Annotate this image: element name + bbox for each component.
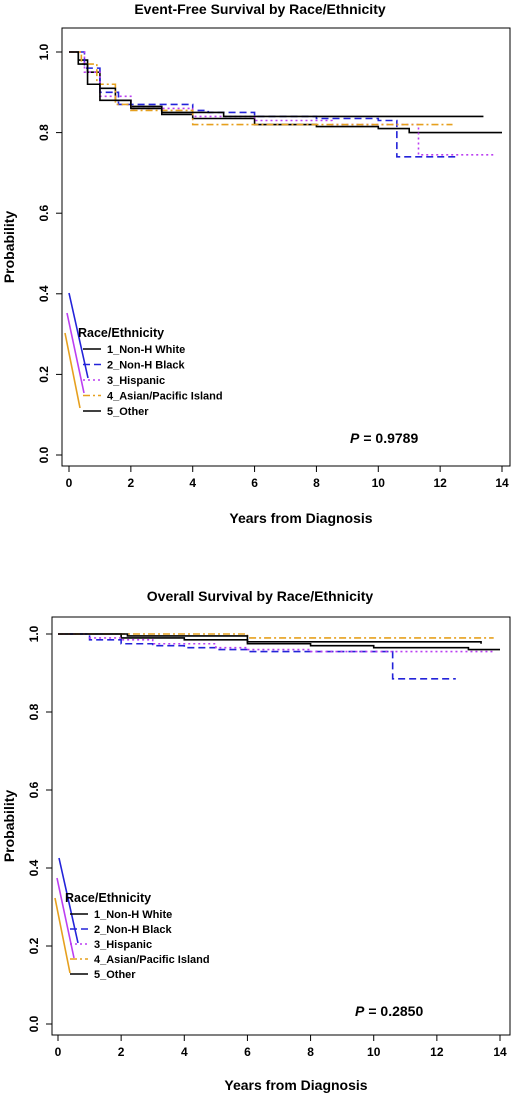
legend: Race/Ethnicity 1_Non-H White 2_Non-H Black… (65, 891, 210, 981)
y-axis-label: Probability (1, 790, 17, 863)
x-tick-label: 4 (181, 1045, 188, 1059)
x-tick-label: 2 (128, 476, 135, 490)
legend-item-1: 1_Non-H White (94, 909, 172, 921)
chart-panel-1: Event-Free Survival by Race/Ethnicity 0 2 4… (1, 1, 511, 526)
legend-item-5: 5_Other (94, 969, 136, 981)
y-tick-label: 0.0 (37, 446, 51, 463)
series-line-5 (58, 633, 482, 644)
legend-diagonal-stroke (64, 332, 81, 409)
legend-item-4: 4_Asian/Pacific Island (94, 954, 210, 966)
series-line-1 (58, 633, 500, 651)
y-tick-label: 0.8 (37, 124, 51, 141)
x-tick-label: 12 (433, 476, 447, 490)
series-line-2 (69, 51, 459, 158)
chart-title: Event-Free Survival by Race/Ethnicity (134, 1, 386, 17)
p-value-number: = 0.9789 (363, 430, 418, 446)
plot-frame (61, 27, 511, 467)
y-axis-label: Probability (1, 211, 17, 284)
y-tick-label: 0.4 (37, 285, 51, 302)
x-tick-label: 10 (372, 476, 386, 490)
y-tick-label: 0.2 (37, 366, 51, 383)
legend-item-3: 3_Hispanic (107, 375, 165, 387)
y-tick-label: 0.2 (27, 937, 41, 954)
legend-item-2: 2_Non-H Black (94, 924, 173, 936)
x-tick-label: 14 (493, 1045, 507, 1059)
y-tick-label: 0.6 (37, 205, 51, 222)
p-value-number: = 0.2850 (368, 1003, 423, 1019)
p-value-label: P (355, 1003, 365, 1019)
series-line-5 (69, 51, 484, 118)
x-tick-label: 2 (118, 1045, 125, 1059)
chart-panel-2: Overall Survival by Race/Ethnicity 0 2 4 6 8 1… (1, 588, 511, 1093)
legend-item-2: 2_Non-H Black (107, 360, 186, 372)
p-value-label: P (350, 430, 360, 446)
x-tick-label: 0 (66, 476, 73, 490)
series-line-4 (69, 51, 453, 126)
legend-item-1: 1_Non-H White (107, 344, 185, 356)
legend-item-3: 3_Hispanic (94, 939, 152, 951)
x-tick-label: 6 (244, 1045, 251, 1059)
y-tick-label: 0.0 (27, 1015, 41, 1032)
y-tick-label: 0.8 (27, 703, 41, 720)
legend-item-4: 4_Asian/Pacific Island (107, 391, 223, 403)
x-tick-label: 10 (367, 1045, 381, 1059)
x-tick-label: 4 (189, 476, 196, 490)
legend-diagonal-stroke (66, 312, 85, 394)
x-tick-label: 14 (495, 476, 509, 490)
legend-title: Race/Ethnicity (65, 891, 151, 905)
y-tick-label: 0.4 (27, 859, 41, 876)
x-tick-label: 8 (307, 1045, 314, 1059)
p-value: P = 0.2850 (355, 1003, 423, 1019)
legend-diagonal-stroke (54, 897, 71, 974)
x-tick-label: 8 (313, 476, 320, 490)
series-line-3 (69, 51, 496, 156)
y-tick-label: 0.6 (27, 781, 41, 798)
y-tick-label: 1.0 (27, 625, 41, 642)
x-tick-label: 12 (430, 1045, 444, 1059)
x-axis-label: Years from Diagnosis (229, 510, 372, 526)
legend-item-5: 5_Other (107, 406, 149, 418)
p-value: P = 0.9789 (350, 430, 418, 446)
x-tick-label: 0 (55, 1045, 62, 1059)
y-tick-label: 1.0 (37, 43, 51, 60)
x-tick-label: 6 (251, 476, 258, 490)
legend: Race/Ethnicity 1_Non-H White 2_Non-H Black… (78, 326, 223, 418)
plot-frame (51, 616, 511, 1036)
legend-title: Race/Ethnicity (78, 326, 164, 340)
series-line-2 (58, 633, 456, 680)
x-axis-label: Years from Diagnosis (224, 1077, 367, 1093)
series-line-3 (58, 633, 494, 653)
chart-title: Overall Survival by Race/Ethnicity (147, 588, 374, 604)
